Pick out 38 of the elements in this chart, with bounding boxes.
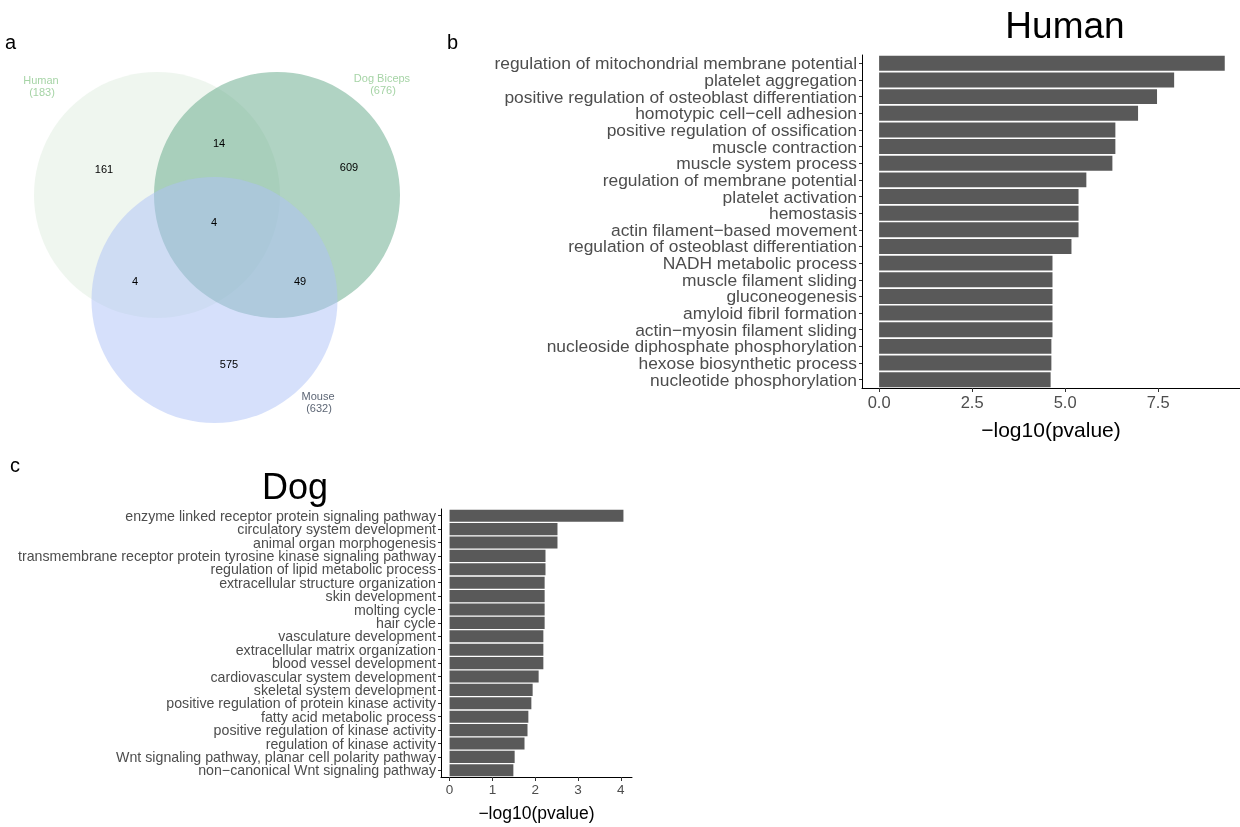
x-axis-title: −log10(pvalue) [981,418,1121,441]
bar [879,139,1116,155]
text: c [10,454,20,476]
bar [879,338,1052,354]
y-tick-label: homotypic cell−cell adhesion [635,103,857,124]
text: b [447,31,459,53]
x-tick-label: 2.5 [960,392,984,411]
text: 161 [94,163,114,175]
text: (632) [306,402,332,414]
category-label: Human [23,74,59,86]
category-label: Mouse [301,390,335,402]
x-tick-label: 4 [617,781,626,797]
bar [879,238,1072,254]
text: 14 [212,137,226,149]
bar [879,89,1158,105]
y-tick-label: regulation of mitochondrial membrane potential [494,53,857,74]
x-tick-label: 0 [445,781,454,797]
x-tick-label: 0.0 [867,392,891,411]
x-tick-label: 5.0 [1053,392,1077,411]
y-tick-label: enzyme linked receptor protein signaling pathway [125,507,437,524]
x-tick-label: 3 [574,781,582,797]
x-axis-title: −log10(pvalue) [478,803,595,823]
text: 575 [219,358,239,370]
x-tick-label: 1 [488,781,497,797]
x-tick-label: 7.5 [1146,392,1170,411]
chart-title: Dog [261,465,329,507]
bar [879,288,1053,304]
bar [879,189,1079,205]
text: (676) [370,84,396,96]
x-tick-label: 2 [531,781,539,797]
text: 4 [131,275,139,287]
chart-title: Human [1005,5,1125,46]
category-label: Dog Biceps [353,72,411,84]
text: a [5,31,17,53]
text: 49 [293,275,307,287]
text: 609 [339,161,359,173]
text: (183) [29,86,55,98]
text: 4 [210,216,218,228]
